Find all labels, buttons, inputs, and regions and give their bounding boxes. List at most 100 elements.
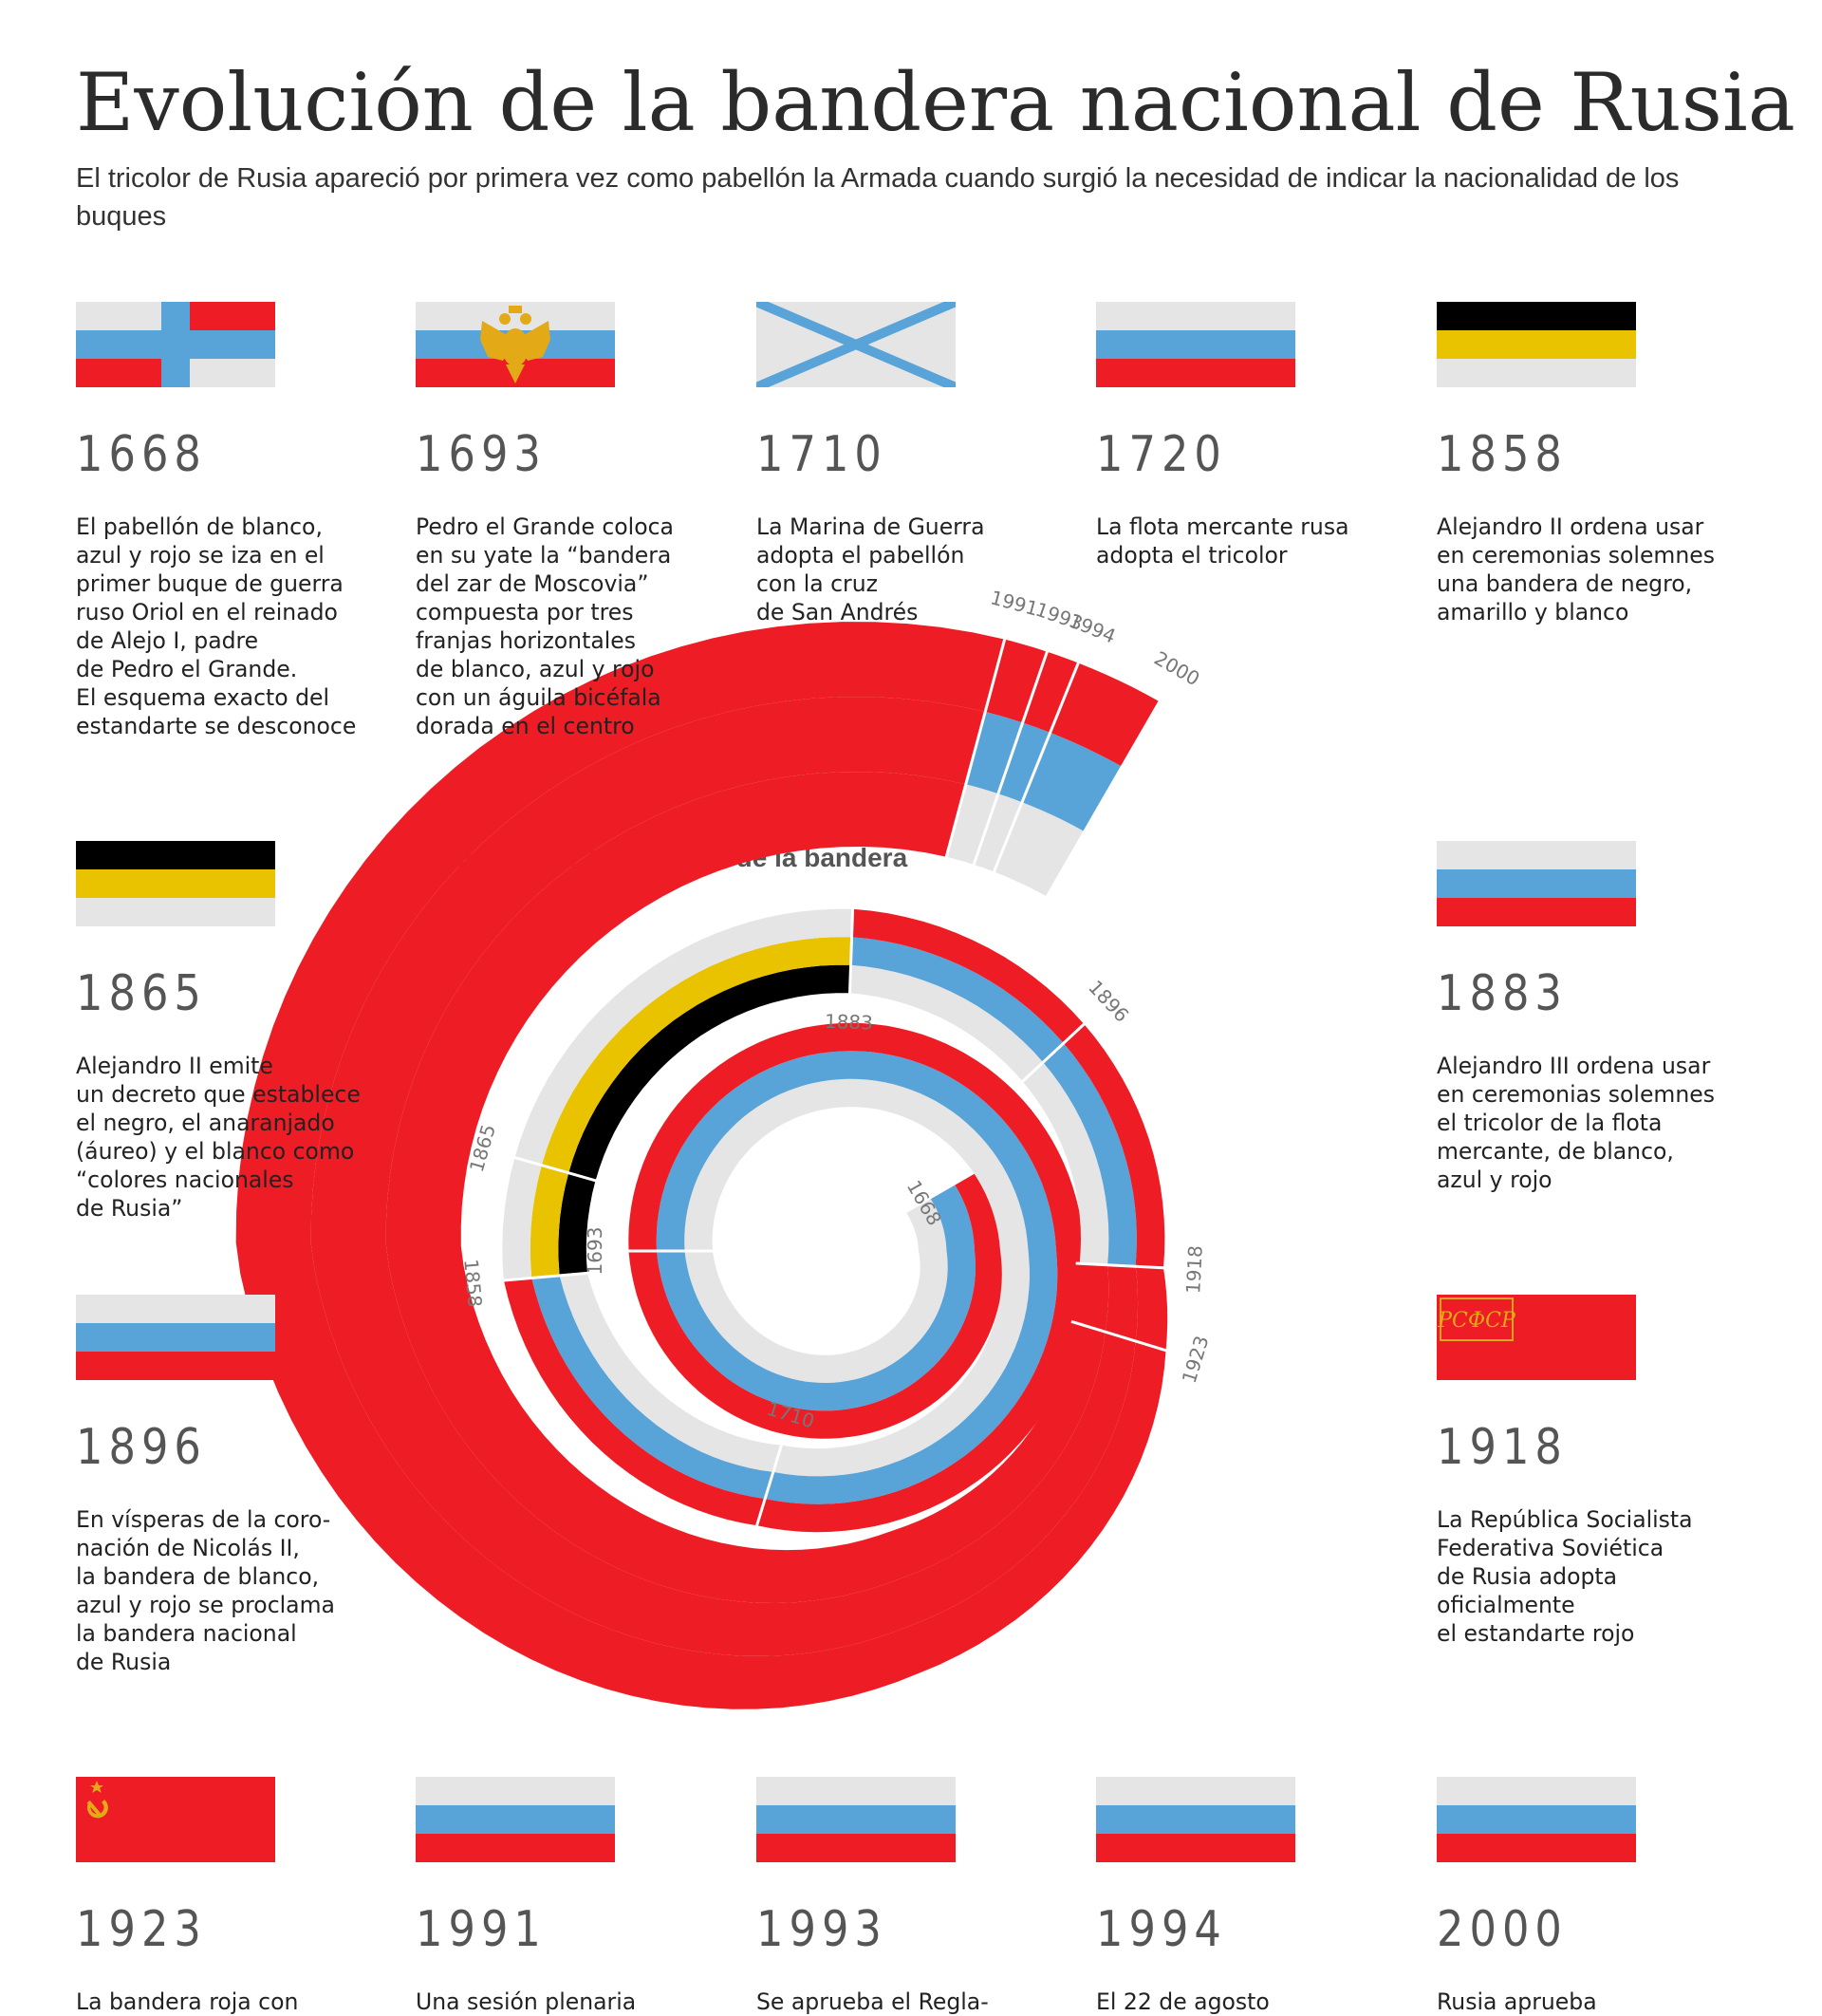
rsfsr-emblem-text: РСФСР	[1437, 1309, 1516, 1333]
flag-icon	[416, 1777, 615, 1862]
double-headed-eagle-icon	[480, 306, 550, 383]
spiral-band-1991-1993-red	[985, 639, 1048, 723]
flag-stripe-white	[1096, 302, 1295, 330]
timeline-entry-1865: 1865 Alejandro II emite un decreto que e…	[76, 841, 399, 1223]
spiral-band-1896-1918-blue	[1043, 1043, 1137, 1267]
entry-year: 1923	[76, 1901, 207, 1958]
hammer-sickle-icon	[86, 1781, 108, 1819]
spiral-band-1993-1994-red	[1022, 651, 1079, 733]
flag-icon	[1437, 302, 1636, 387]
flag-icon	[1096, 302, 1295, 387]
flag-stripe-red	[1437, 898, 1636, 926]
spiral-band-1858-1865-yellow	[530, 1165, 569, 1279]
spiral-tick-1923	[1070, 1319, 1170, 1353]
flag-stripe-yellow	[1437, 330, 1636, 359]
spiral-tick-1994	[991, 659, 1082, 876]
entry-description: Se aprueba el Regla-	[756, 1988, 989, 2015]
entry-description: Pedro el Grande coloca en su yate la “ba…	[416, 513, 674, 739]
spiral-band-1993-1994-white	[974, 793, 1022, 872]
flag-stripe-red	[1096, 1834, 1295, 1862]
spiral-band-1883-1896-blue	[850, 937, 1064, 1063]
spiral-band-1883-1896-white	[849, 964, 1044, 1082]
spiral-title: Evolución de los colores de la bandera	[416, 843, 908, 872]
spiral-tick-1710	[753, 1441, 785, 1530]
flag-stripe-black	[76, 841, 275, 869]
spiral-band-1693-1710-blue	[656, 1051, 1058, 1504]
timeline-entry-2000: 2000 Rusia aprueba	[1437, 1777, 1759, 2016]
flag-icon	[76, 841, 275, 926]
spiral-tick-1918	[1075, 1261, 1168, 1270]
spiral-tick-label-1918: 1918	[1181, 1244, 1207, 1294]
timeline-entry-1923: 1923 La bandera roja con	[76, 1777, 399, 2016]
spiral-band-1858-1865-white	[502, 1157, 542, 1281]
spiral-band-1991-1993-white	[946, 784, 998, 865]
entry-year: 1693	[416, 426, 547, 483]
page-subtitle: El tricolor de Rusia apareció por primer…	[76, 163, 1680, 232]
spiral-band-1993-1994-blue	[997, 722, 1050, 803]
flag-icon	[756, 302, 956, 387]
flag-stripe-white	[76, 898, 275, 926]
flag-stripe-white	[1437, 841, 1636, 869]
spiral-tick-label-1693: 1693	[584, 1227, 606, 1276]
entry-year: 1865	[76, 965, 207, 1022]
spiral-tick-label-1858: 1858	[459, 1258, 486, 1308]
flag-stripe-white	[756, 1777, 956, 1805]
spiral-band-1710-1858-red	[503, 1278, 766, 1526]
spiral-band-1858-1865-black	[558, 1172, 596, 1276]
flag-icon	[76, 1777, 275, 1862]
flag-stripe-white	[76, 1295, 275, 1323]
timeline-entry-1883: 1883 Alejandro III ordena usar en ceremo…	[1437, 841, 1759, 1194]
spiral-band-1994-2000-white	[994, 802, 1084, 896]
entry-year: 1883	[1437, 965, 1568, 1022]
spiral-tick-label-1668: 1668	[902, 1176, 946, 1229]
timeline-entry-1858: 1858 Alejandro II ordena usar en ceremon…	[1437, 302, 1759, 626]
spiral-band-1865-1883-white	[514, 908, 853, 1166]
flag-stripe-red	[76, 1352, 275, 1380]
flag-stripe-white	[1437, 359, 1636, 387]
spiral-band-1693-1710-white	[684, 1078, 1030, 1477]
timeline-entry-1918: РСФСР 1918 La República Socialista Feder…	[1437, 1295, 1759, 1648]
entry-year: 1896	[76, 1419, 207, 1476]
entry-description: El pabellón de blanco, azul y rojo se iz…	[76, 513, 357, 739]
timeline-entry-1693: 1693 Pedro el Grande coloca en su yate l…	[416, 302, 738, 740]
spiral-band-1668-1693-blue	[657, 1185, 976, 1411]
flag-icon	[416, 302, 615, 387]
spiral-band-1918-1923-red	[1074, 1263, 1109, 1333]
saltire-bar	[756, 302, 956, 387]
flag-icon: РСФСР	[1437, 1295, 1636, 1380]
rsfsr-emblem-frame	[1440, 1297, 1514, 1341]
flag-stripe-red	[756, 1834, 956, 1862]
spiral-band-1710-1858-blue	[531, 1275, 773, 1500]
entry-description: El 22 de agosto	[1096, 1988, 1270, 2015]
flag-stripe-white	[1437, 1777, 1636, 1805]
flag-quarter-white	[76, 302, 161, 330]
flag-stripe-blue	[76, 1323, 275, 1352]
entry-description: Alejandro II emite un decreto que establ…	[76, 1053, 361, 1222]
spiral-band-1923-1991-red	[310, 697, 1136, 1656]
flag-icon	[1437, 1777, 1636, 1862]
entry-description: Alejandro III ordena usar en ceremonias …	[1437, 1053, 1715, 1193]
timeline-entry-1994: 1994 El 22 de agosto	[1096, 1777, 1419, 2016]
entry-description: La flota mercante rusa adopta el tricolo…	[1096, 513, 1349, 569]
spiral-band-1883-1896-red	[851, 908, 1085, 1044]
spiral-band-1994-2000-red	[1050, 663, 1159, 766]
spiral-tick-1993	[971, 647, 1050, 869]
flag-stripe-blue	[1096, 1805, 1295, 1834]
flag-cross-vertical	[161, 302, 190, 387]
entry-description: La bandera roja con	[76, 1988, 299, 2015]
entry-description: En vísperas de la coro- nación de Nicolá…	[76, 1506, 335, 1675]
flag-stripe-white	[416, 1777, 615, 1805]
spiral-band-1918-1923-red	[1135, 1266, 1168, 1351]
spiral-band-1994-2000-blue	[1022, 732, 1122, 831]
entry-year: 1710	[756, 426, 887, 483]
flag-icon	[76, 302, 275, 387]
flag-stripe-blue	[1437, 869, 1636, 898]
flag-quarter-red	[76, 359, 161, 387]
spiral-tick-1858	[499, 1271, 592, 1282]
flag-stripe-blue	[416, 1805, 615, 1834]
spiral-tick-1865	[511, 1154, 600, 1184]
spiral-band-1668-1693-red	[628, 1170, 1004, 1439]
flag-icon	[76, 1295, 275, 1380]
entry-description: Una sesión plenaria	[416, 1988, 637, 2015]
spiral-tick-label-1896: 1896	[1084, 976, 1133, 1027]
